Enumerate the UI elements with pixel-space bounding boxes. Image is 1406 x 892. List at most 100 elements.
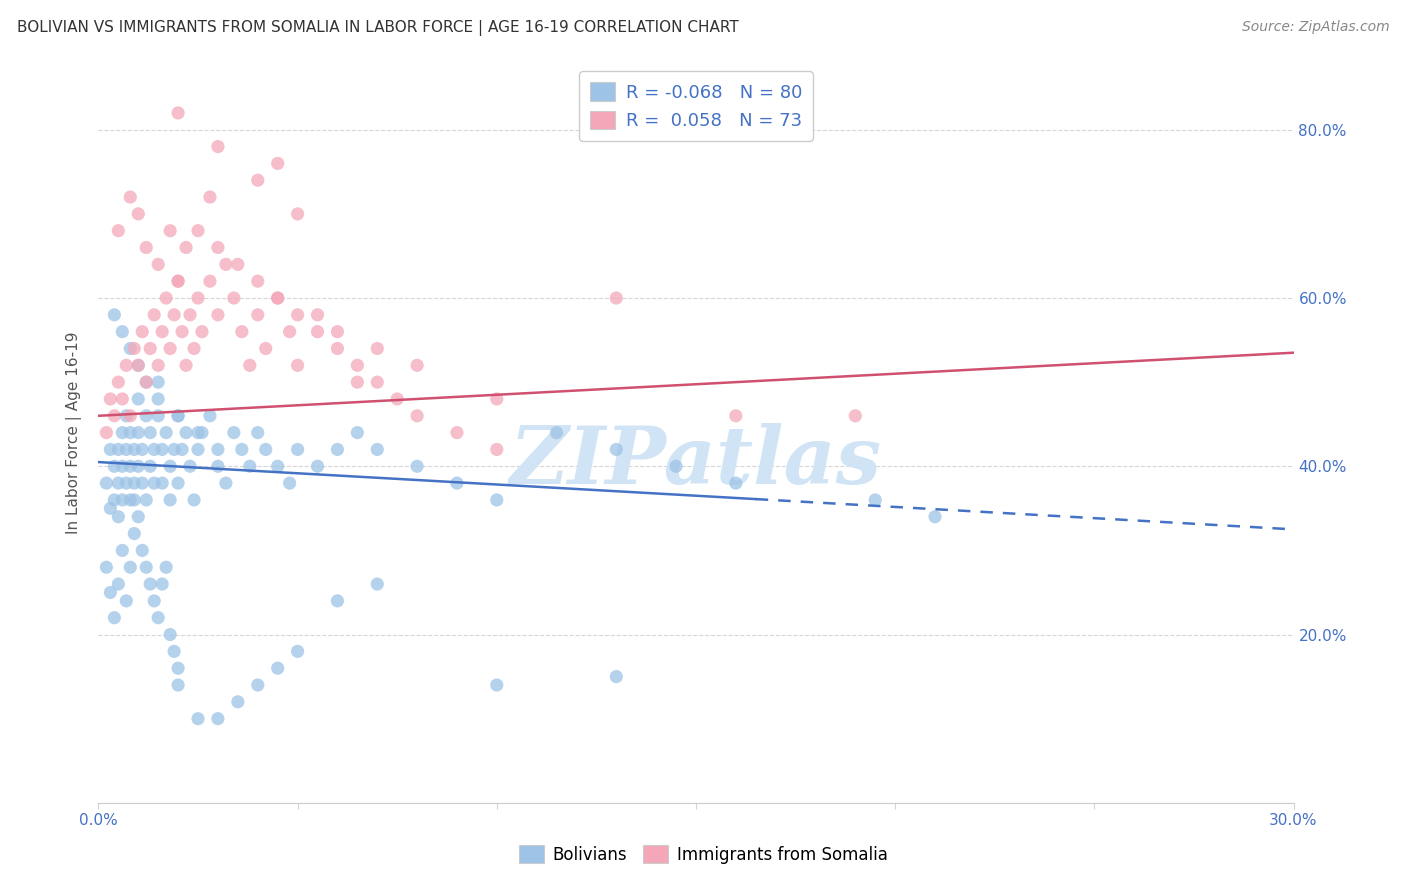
- Point: [98, 392, 122, 406]
- Point: [287, 207, 309, 221]
- Point: [111, 459, 134, 474]
- Point: [172, 442, 194, 457]
- Point: [187, 712, 209, 726]
- Point: [150, 442, 173, 457]
- Point: [187, 442, 209, 457]
- Point: [485, 492, 508, 507]
- Point: [124, 342, 146, 356]
- Point: [326, 442, 349, 457]
- Point: [127, 359, 149, 373]
- Point: [366, 577, 388, 591]
- Point: [135, 492, 157, 507]
- Point: [131, 442, 153, 457]
- Point: [111, 325, 134, 339]
- Point: [485, 392, 508, 406]
- Point: [406, 409, 429, 423]
- Point: [135, 240, 157, 255]
- Point: [207, 308, 229, 322]
- Point: [148, 409, 170, 423]
- Point: [215, 257, 238, 271]
- Point: [246, 173, 269, 187]
- Point: [198, 190, 221, 204]
- Point: [96, 560, 118, 574]
- Point: [307, 459, 329, 474]
- Point: [546, 425, 568, 440]
- Point: [167, 274, 190, 288]
- Point: [111, 392, 134, 406]
- Point: [115, 476, 138, 491]
- Point: [385, 392, 409, 406]
- Point: [159, 224, 181, 238]
- Point: [124, 476, 146, 491]
- Point: [287, 359, 309, 373]
- Point: [103, 492, 125, 507]
- Legend: R = -0.068   N = 80, R =  0.058   N = 73: R = -0.068 N = 80, R = 0.058 N = 73: [579, 71, 813, 141]
- Point: [222, 291, 245, 305]
- Point: [115, 442, 138, 457]
- Point: [120, 342, 142, 356]
- Point: [226, 257, 249, 271]
- Point: [120, 459, 142, 474]
- Point: [120, 409, 142, 423]
- Point: [103, 610, 125, 624]
- Point: [254, 442, 277, 457]
- Point: [167, 476, 190, 491]
- Point: [326, 325, 349, 339]
- Point: [246, 425, 269, 440]
- Point: [96, 476, 118, 491]
- Point: [115, 359, 138, 373]
- Point: [127, 509, 149, 524]
- Point: [155, 425, 177, 440]
- Point: [163, 308, 186, 322]
- Point: [107, 375, 129, 389]
- Y-axis label: In Labor Force | Age 16-19: In Labor Force | Age 16-19: [66, 331, 83, 534]
- Point: [98, 442, 122, 457]
- Point: [155, 560, 177, 574]
- Point: [446, 476, 468, 491]
- Point: [724, 476, 747, 491]
- Point: [179, 308, 201, 322]
- Point: [278, 325, 301, 339]
- Point: [215, 476, 238, 491]
- Point: [287, 644, 309, 658]
- Point: [246, 308, 269, 322]
- Text: BOLIVIAN VS IMMIGRANTS FROM SOMALIA IN LABOR FORCE | AGE 16-19 CORRELATION CHART: BOLIVIAN VS IMMIGRANTS FROM SOMALIA IN L…: [17, 20, 738, 36]
- Point: [346, 425, 368, 440]
- Point: [107, 224, 129, 238]
- Point: [267, 459, 290, 474]
- Point: [127, 392, 149, 406]
- Point: [239, 359, 262, 373]
- Point: [239, 459, 262, 474]
- Point: [150, 577, 173, 591]
- Point: [131, 543, 153, 558]
- Point: [231, 325, 253, 339]
- Point: [446, 425, 468, 440]
- Text: Source: ZipAtlas.com: Source: ZipAtlas.com: [1241, 20, 1389, 34]
- Point: [207, 442, 229, 457]
- Point: [124, 492, 146, 507]
- Point: [174, 240, 197, 255]
- Point: [103, 308, 125, 322]
- Point: [865, 492, 887, 507]
- Point: [98, 501, 122, 516]
- Point: [98, 585, 122, 599]
- Point: [124, 526, 146, 541]
- Point: [143, 594, 166, 608]
- Point: [198, 274, 221, 288]
- Point: [103, 409, 125, 423]
- Point: [222, 425, 245, 440]
- Point: [139, 342, 162, 356]
- Point: [115, 594, 138, 608]
- Point: [287, 308, 309, 322]
- Point: [163, 644, 186, 658]
- Point: [155, 291, 177, 305]
- Point: [127, 359, 149, 373]
- Point: [366, 342, 388, 356]
- Point: [183, 492, 205, 507]
- Point: [139, 425, 162, 440]
- Point: [120, 492, 142, 507]
- Point: [143, 308, 166, 322]
- Point: [231, 442, 253, 457]
- Point: [120, 190, 142, 204]
- Point: [103, 459, 125, 474]
